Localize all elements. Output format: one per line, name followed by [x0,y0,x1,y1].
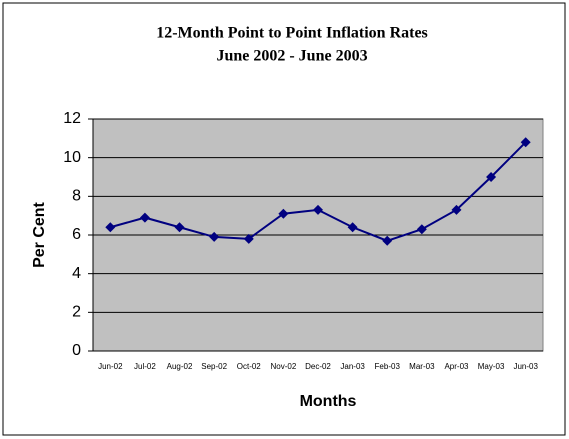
y-tick-label: 8 [72,188,81,205]
x-tick-label: Aug-02 [167,362,193,371]
x-tick-label: Jul-02 [134,362,156,371]
x-tick-label: Apr-03 [444,362,469,371]
x-tick-label: Oct-02 [237,362,262,371]
data-point [451,204,462,215]
y-tick-label: 4 [72,265,81,282]
data-point [105,222,116,233]
x-tick-label: May-03 [478,362,505,371]
y-tick-label: 0 [72,342,81,359]
data-point [174,222,185,233]
data-point [278,208,289,219]
data-point [139,212,150,223]
data-point [520,137,531,148]
data-point [382,235,393,246]
chart-title: 12-Month Point to Point Inflation Rates [156,25,428,42]
x-tick-label: Jun-02 [98,362,123,371]
chart-subtitle: June 2002 - June 2003 [216,48,367,65]
x-tick-label: Jun-03 [513,362,538,371]
x-tick-label: Mar-03 [409,362,435,371]
x-tick-label: Feb-03 [375,362,401,371]
data-point [486,172,497,182]
x-axis-title: Months [300,393,357,410]
x-tick-label: Jan-03 [340,362,365,371]
x-tick-label: Sep-02 [201,362,227,371]
data-point [313,204,323,215]
x-tick-label: Nov-02 [270,362,296,371]
y-tick-label: 12 [63,110,81,127]
data-point [209,231,220,242]
data-point [416,224,427,235]
y-tick-label: 2 [72,304,81,321]
y-axis-title: Per Cent [31,201,48,267]
y-tick-label: 6 [72,226,81,243]
y-tick-label: 10 [63,149,81,166]
data-point [347,222,358,233]
x-tick-label: Dec-02 [305,362,331,371]
data-point [243,233,254,244]
